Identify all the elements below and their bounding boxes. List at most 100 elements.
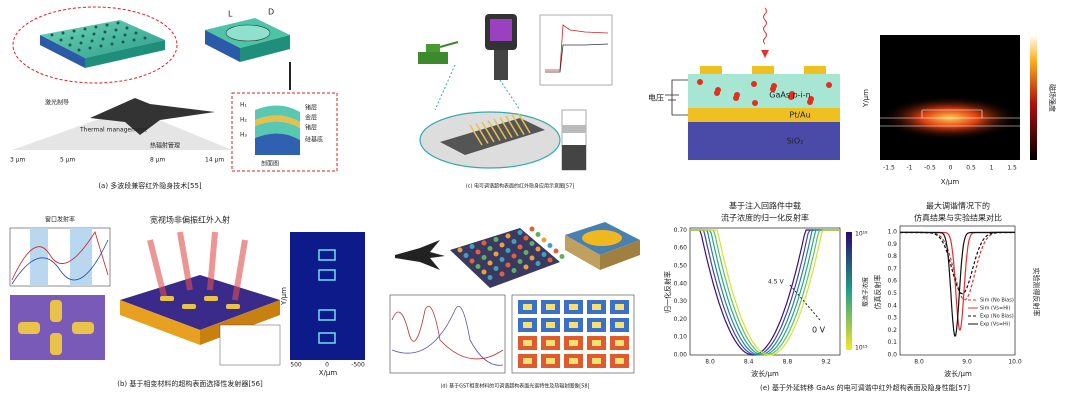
band-labels: 3 μm 5 μm 8 μm 14 μm bbox=[10, 157, 224, 164]
dot-array bbox=[50, 21, 147, 52]
hole bbox=[143, 36, 147, 40]
slab-side bbox=[85, 40, 165, 68]
resonator bbox=[547, 243, 553, 248]
slab-side bbox=[40, 35, 85, 68]
colorbar-tick: 10¹⁸ bbox=[855, 231, 868, 238]
hole bbox=[77, 48, 81, 52]
resonator bbox=[505, 248, 511, 253]
metal-layer bbox=[688, 108, 840, 122]
hole bbox=[83, 27, 87, 31]
pad bbox=[752, 66, 774, 74]
label: H₃ bbox=[240, 132, 248, 139]
hole bbox=[94, 25, 98, 29]
cell-core bbox=[592, 358, 601, 364]
beam bbox=[232, 239, 248, 301]
hole bbox=[99, 44, 103, 48]
arrow bbox=[761, 50, 769, 58]
y-tick-label: 0.8 bbox=[887, 253, 897, 260]
caption: (c) 电可调谐超构表面的红外隐身应用示意图[57] bbox=[466, 183, 575, 190]
field-spot bbox=[318, 332, 336, 344]
hole bbox=[123, 33, 127, 37]
oxide-layer bbox=[688, 122, 840, 160]
beam bbox=[147, 239, 168, 301]
label: D bbox=[268, 8, 274, 17]
y-tick-label: 0.30 bbox=[674, 298, 688, 305]
resonator bbox=[481, 269, 487, 275]
field-spot bbox=[318, 249, 336, 261]
resonator bbox=[493, 251, 499, 257]
resonator bbox=[475, 264, 481, 269]
resonator bbox=[463, 253, 469, 258]
label: 激光制导 bbox=[45, 99, 69, 107]
chart-title: 仿真结果与实验结果对比 bbox=[914, 213, 1002, 223]
resonator bbox=[481, 255, 487, 260]
aircraft bbox=[90, 98, 215, 135]
curve bbox=[900, 231, 1015, 295]
x-tick-label: 0 bbox=[949, 165, 953, 172]
colorbar bbox=[846, 232, 852, 350]
legend-label: Exp (Vs=Hi) bbox=[980, 322, 1010, 328]
link bbox=[434, 64, 456, 111]
resonator bbox=[493, 266, 499, 271]
unit-side bbox=[600, 240, 640, 270]
hole bbox=[61, 31, 65, 35]
chart-title: 基于注入回路件中载 bbox=[729, 201, 801, 211]
label: L bbox=[228, 10, 233, 19]
stripe bbox=[499, 117, 513, 138]
beam bbox=[12, 108, 232, 150]
cell-core bbox=[592, 340, 601, 346]
hole bbox=[72, 29, 76, 33]
disk bbox=[582, 230, 622, 246]
x-tick-label: -0.5 bbox=[924, 165, 936, 172]
x-tick-label: 9.2 bbox=[821, 359, 831, 366]
x-tick-label: 9.0 bbox=[962, 359, 972, 366]
x-tick-label: 500 bbox=[290, 362, 302, 369]
hole bbox=[125, 26, 129, 30]
resonator bbox=[72, 322, 94, 334]
carrier bbox=[807, 99, 813, 105]
resonator bbox=[499, 271, 505, 277]
resonator bbox=[535, 232, 541, 237]
link bbox=[499, 79, 521, 111]
panel-b: 窗口发射率 宽视场非偏振红外入射 500 0 -500 X/μm Y/μm (b) … bbox=[9, 215, 365, 388]
label: 硅基底 bbox=[305, 136, 323, 144]
panel-a: L D H₁ H₂ H₃ 锗层 金层 锗层 硅基底 剖面图 激光制导 Therm… bbox=[10, 6, 338, 190]
stripe bbox=[469, 124, 483, 146]
dot-array bbox=[457, 226, 565, 280]
plot-area bbox=[689, 227, 841, 356]
x-tick-label: 1 bbox=[990, 165, 994, 172]
y-tick-label: 0.00 bbox=[674, 352, 688, 359]
label: Pt/Au bbox=[789, 111, 810, 120]
resonator bbox=[457, 247, 463, 253]
resonator bbox=[523, 250, 529, 255]
curve bbox=[11, 239, 109, 285]
panel-c: (c) 电可调谐超构表面的红外隐身应用示意图[57] bbox=[418, 14, 613, 190]
carrier bbox=[752, 100, 758, 106]
carrier bbox=[751, 81, 757, 87]
caption: (b) 基于相变材料的超构表面选择性发射器[56] bbox=[117, 379, 263, 388]
stripe bbox=[517, 112, 531, 134]
carriers bbox=[697, 79, 832, 106]
gaas-layer bbox=[688, 74, 840, 108]
hole bbox=[68, 43, 72, 47]
x-tick-label: 0 bbox=[325, 362, 329, 369]
band-label: 3 μm bbox=[10, 157, 26, 164]
layer bbox=[562, 125, 586, 133]
resonator bbox=[517, 244, 523, 250]
cell-core bbox=[592, 304, 601, 310]
curve bbox=[391, 305, 504, 360]
axis-label: Y/μm bbox=[862, 89, 870, 108]
cell-core bbox=[569, 358, 578, 364]
resonator bbox=[499, 242, 505, 248]
chart-title: 流子浓度的归一化反射率 bbox=[721, 213, 809, 223]
hole bbox=[134, 31, 138, 35]
resonator bbox=[517, 259, 523, 264]
hole bbox=[70, 36, 74, 40]
x-tick-label: -1.5 bbox=[883, 165, 895, 172]
metasurface bbox=[450, 228, 560, 288]
layer bbox=[255, 121, 300, 140]
hole bbox=[114, 28, 118, 32]
chart-title: 最大调谐情况下的 bbox=[926, 201, 990, 211]
resonator bbox=[493, 237, 499, 242]
hole bbox=[110, 42, 114, 46]
